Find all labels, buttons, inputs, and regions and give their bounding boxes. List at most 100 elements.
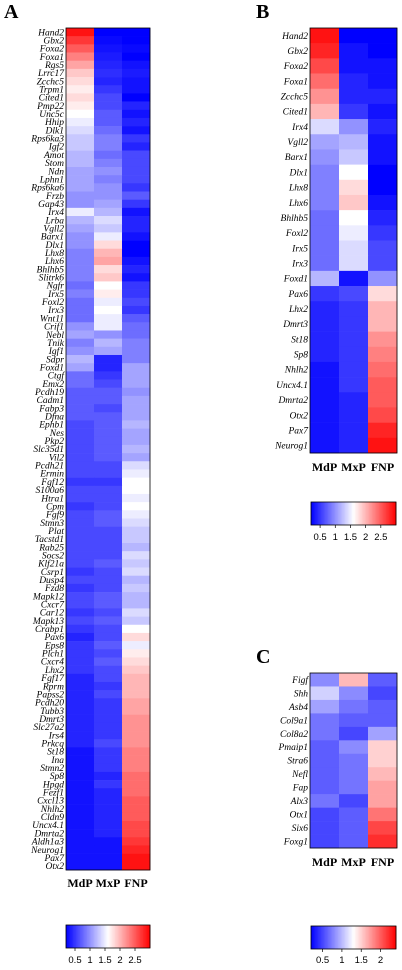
heat-cell bbox=[368, 361, 398, 378]
colorbar-segment bbox=[322, 926, 325, 949]
heat-cell bbox=[66, 44, 95, 53]
colorbar-segment bbox=[101, 925, 103, 948]
colorbar-segment bbox=[95, 925, 98, 948]
row-label: Col8a2 bbox=[280, 730, 308, 740]
colorbar-segment bbox=[370, 926, 373, 949]
heat-cell bbox=[122, 763, 151, 773]
row-label: Lhx6 bbox=[288, 199, 308, 209]
heat-cell bbox=[122, 461, 151, 470]
row-label: Irx5 bbox=[291, 244, 308, 254]
heat-cell bbox=[122, 690, 151, 699]
colorbar-segment bbox=[120, 925, 123, 948]
heat-cell bbox=[66, 232, 95, 241]
row-label: Aldh1a3 bbox=[31, 838, 64, 848]
colorbar-border bbox=[310, 925, 397, 950]
heat-cell bbox=[310, 301, 340, 317]
row-label: Tubb3 bbox=[40, 707, 64, 717]
row-label: Irx5 bbox=[47, 290, 64, 300]
heat-cell bbox=[339, 821, 369, 835]
row-label: Foxd1 bbox=[283, 275, 308, 285]
heat-cell bbox=[368, 377, 398, 393]
colorbar-segment bbox=[350, 926, 353, 949]
heat-cell bbox=[66, 820, 95, 830]
colorbar-segment bbox=[335, 502, 337, 525]
colorbar-segment bbox=[349, 926, 352, 949]
heat-cell bbox=[122, 183, 151, 192]
row-label: Lhx2 bbox=[44, 666, 64, 676]
heat-cell bbox=[122, 297, 151, 307]
colorbar-tick-label: 1.5 bbox=[98, 955, 111, 966]
colorbar-segment bbox=[134, 925, 137, 948]
heat-cell bbox=[122, 722, 151, 732]
heat-cell bbox=[94, 216, 123, 225]
heat-cell bbox=[66, 354, 95, 364]
heat-cell bbox=[66, 583, 95, 593]
row-label: Pcdh19 bbox=[34, 388, 64, 398]
colorbar-segment bbox=[87, 925, 89, 948]
heat-cell bbox=[66, 142, 95, 151]
heat-cell bbox=[339, 673, 369, 687]
heat-cell bbox=[94, 771, 123, 781]
heat-cell bbox=[94, 404, 123, 413]
heat-cell bbox=[368, 686, 398, 701]
heatmap-border bbox=[309, 27, 398, 454]
heat-cell bbox=[122, 305, 151, 315]
heat-cell bbox=[122, 665, 151, 675]
heat-cell bbox=[310, 119, 340, 135]
heat-cell bbox=[368, 43, 398, 59]
heat-cell bbox=[94, 363, 123, 372]
heat-cell bbox=[66, 837, 95, 846]
heat-cell bbox=[122, 207, 151, 217]
row-label: Hpgd bbox=[42, 780, 64, 790]
heat-cell bbox=[122, 248, 151, 258]
heat-cell bbox=[122, 379, 151, 388]
heat-cell bbox=[94, 641, 123, 650]
heat-cell bbox=[66, 330, 95, 339]
heat-cell bbox=[339, 316, 369, 332]
heat-cell bbox=[339, 103, 369, 120]
row-label: Col9a1 bbox=[280, 716, 308, 726]
heat-cell bbox=[94, 829, 123, 838]
heat-cell bbox=[94, 600, 123, 609]
row-label: Plch1 bbox=[41, 650, 64, 660]
column-label: FNP bbox=[371, 460, 394, 474]
heat-cell bbox=[339, 194, 369, 211]
colorbar-segment bbox=[332, 926, 335, 949]
row-label: Crabp1 bbox=[35, 625, 64, 635]
heat-cell bbox=[94, 36, 123, 45]
heat-cell bbox=[368, 164, 398, 181]
heat-cell bbox=[94, 44, 123, 53]
heat-cell bbox=[94, 101, 123, 111]
row-label: Alx3 bbox=[290, 797, 309, 807]
heat-cell bbox=[94, 68, 123, 78]
colorbar-segment bbox=[320, 926, 323, 949]
row-label: Emx2 bbox=[41, 380, 64, 390]
heat-cell bbox=[339, 255, 369, 272]
heat-cell bbox=[122, 444, 151, 454]
heat-cell bbox=[310, 407, 340, 423]
colorbar-segment bbox=[81, 925, 84, 948]
row-label: Cxcr7 bbox=[41, 601, 65, 611]
heat-cell bbox=[310, 103, 340, 120]
colorbar-segment bbox=[333, 502, 336, 525]
row-label: Irx4 bbox=[291, 123, 308, 133]
colorbar-segment bbox=[340, 502, 343, 525]
heat-cell bbox=[94, 256, 123, 266]
heat-cell bbox=[339, 149, 369, 165]
row-label: Tacstd1 bbox=[35, 535, 64, 545]
heat-cell bbox=[94, 493, 123, 503]
colorbar-segment bbox=[80, 925, 82, 948]
heat-cell bbox=[122, 216, 151, 225]
heat-cell bbox=[310, 821, 340, 835]
heat-cell bbox=[122, 150, 151, 160]
heat-cell bbox=[66, 150, 95, 160]
heat-cell bbox=[368, 194, 398, 211]
row-label: Rps6ka6 bbox=[30, 184, 64, 194]
heat-cell bbox=[339, 119, 369, 135]
heat-cell bbox=[122, 93, 151, 102]
heat-cell bbox=[310, 392, 340, 408]
row-label: Lrrc17 bbox=[37, 69, 65, 79]
heat-cell bbox=[122, 861, 151, 871]
heat-cell bbox=[94, 387, 123, 397]
heat-cell bbox=[94, 117, 123, 127]
